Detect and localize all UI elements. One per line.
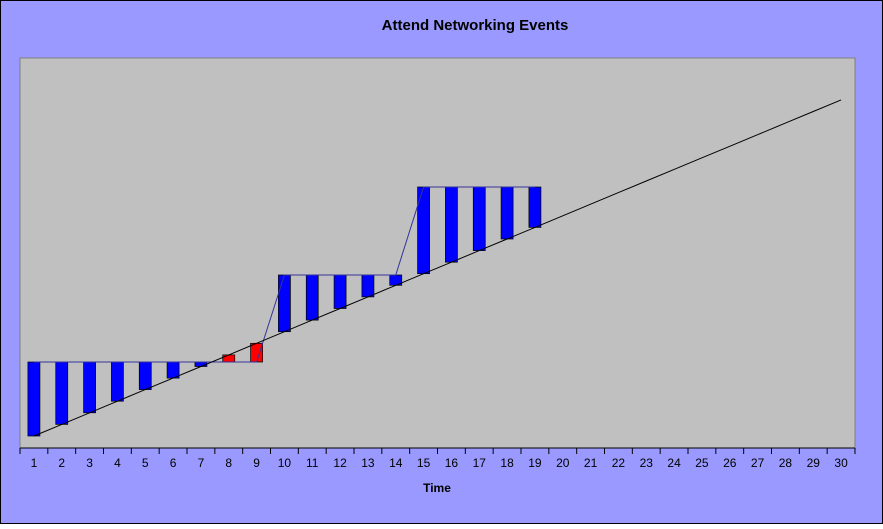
plot-area <box>19 57 856 449</box>
variance-bar <box>361 274 375 298</box>
x-tick-label: 5 <box>142 456 149 470</box>
actual-line <box>33 186 535 363</box>
variance-bar <box>278 274 291 333</box>
x-tick-label: 8 <box>225 456 232 470</box>
variance-bar <box>500 186 514 240</box>
x-tick-label: 19 <box>528 456 542 470</box>
x-tick-label: 15 <box>417 456 431 470</box>
x-tick-label: 18 <box>500 456 514 470</box>
x-tick-label: 4 <box>114 456 121 470</box>
variance-bar <box>305 274 319 321</box>
variance-bar <box>222 354 236 363</box>
x-tick-label: 23 <box>640 456 654 470</box>
variance-bar <box>250 342 263 363</box>
x-tick-label: 12 <box>333 456 347 470</box>
x-tick-label: 27 <box>751 456 765 470</box>
x-tick-label: 29 <box>807 456 821 470</box>
x-tick-label: 28 <box>779 456 793 470</box>
x-tick-label: 13 <box>361 456 375 470</box>
x-axis-label: Time <box>423 481 451 495</box>
x-tick-label: 22 <box>612 456 626 470</box>
variance-bar <box>55 361 69 425</box>
x-tick-label: 6 <box>170 456 177 470</box>
variance-bar <box>445 186 458 263</box>
x-tick-label: 20 <box>556 456 570 470</box>
variance-bar <box>27 361 41 437</box>
x-tick-label: 11 <box>306 456 319 470</box>
x-tick-label: 26 <box>723 456 737 470</box>
variance-bar <box>138 361 152 390</box>
variance-bar <box>528 186 542 228</box>
x-tick-label: 2 <box>58 456 65 470</box>
x-tick-label: 24 <box>667 456 681 470</box>
x-tick-label: 25 <box>695 456 709 470</box>
x-tick-label: 7 <box>198 456 205 470</box>
variance-bar <box>83 361 96 414</box>
variance-bar <box>166 361 180 379</box>
x-tick-label: 14 <box>389 456 403 470</box>
x-tick-label: 3 <box>86 456 93 470</box>
variance-bar <box>111 361 124 402</box>
x-tick-label: 16 <box>445 456 459 470</box>
x-tick-label: 1 <box>31 456 38 470</box>
x-tick-label: 30 <box>834 456 848 470</box>
x-tick-label: 21 <box>584 456 598 470</box>
x-tick-label: 9 <box>253 456 260 470</box>
target-line <box>33 99 842 437</box>
variance-bar <box>472 186 486 251</box>
x-tick-label: 17 <box>473 456 487 470</box>
variance-bar <box>333 274 347 309</box>
chart-title: Attend Networking Events <box>382 17 569 34</box>
x-tick-label: 10 <box>278 456 292 470</box>
